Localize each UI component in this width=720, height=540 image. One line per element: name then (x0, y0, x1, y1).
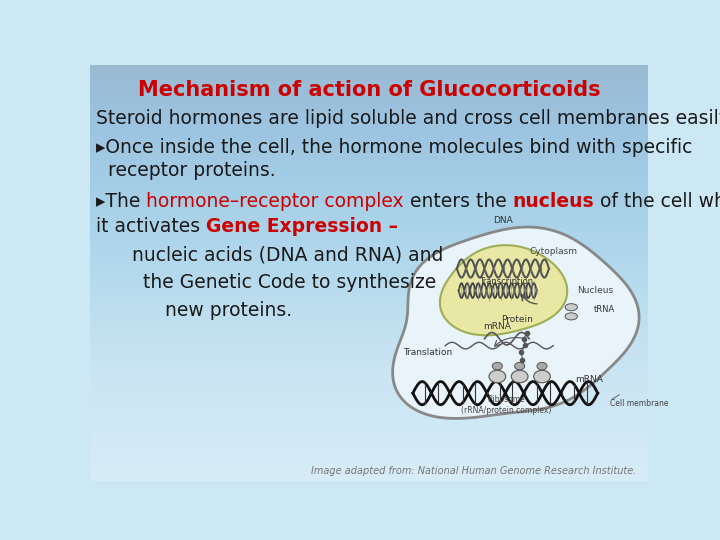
Text: Gene Expression –: Gene Expression – (206, 218, 397, 237)
Text: Image adapted from: National Human Genome Research Institute.: Image adapted from: National Human Genom… (312, 465, 637, 476)
Text: nucleus: nucleus (513, 192, 594, 211)
Text: Translation: Translation (402, 348, 452, 357)
Ellipse shape (492, 362, 503, 370)
Polygon shape (440, 245, 567, 335)
Text: ▸Once inside the cell, the hormone molecules bind with specific: ▸Once inside the cell, the hormone molec… (96, 138, 692, 158)
Text: mRNA: mRNA (483, 322, 511, 332)
Ellipse shape (511, 370, 528, 383)
Polygon shape (392, 227, 639, 418)
Text: Ribosome
(rRNA/protein complex): Ribosome (rRNA/protein complex) (461, 395, 551, 415)
Text: it activates: it activates (96, 218, 206, 237)
Text: mRNA: mRNA (575, 375, 603, 384)
Ellipse shape (489, 370, 505, 383)
Text: tRNA: tRNA (593, 305, 615, 314)
Text: Mechanism of action of Glucocorticoids: Mechanism of action of Glucocorticoids (138, 80, 600, 100)
Ellipse shape (534, 370, 550, 383)
Ellipse shape (565, 303, 577, 310)
Text: Steroid hormones are lipid soluble and cross cell membranes easily.: Steroid hormones are lipid soluble and c… (96, 110, 720, 129)
Text: DNA: DNA (493, 217, 513, 225)
Text: Transcription: Transcription (479, 277, 533, 286)
Text: new proteins.: new proteins. (166, 301, 292, 320)
Text: nucleic acids (DNA and RNA) and: nucleic acids (DNA and RNA) and (132, 246, 444, 265)
Text: Cytoplasm: Cytoplasm (529, 247, 577, 256)
Text: Protein: Protein (501, 315, 533, 325)
Ellipse shape (565, 313, 577, 320)
Text: ▸The: ▸The (96, 192, 146, 211)
Ellipse shape (515, 362, 525, 370)
Text: the Genetic Code to synthesize: the Genetic Code to synthesize (143, 273, 436, 292)
Text: Cell membrane: Cell membrane (610, 399, 668, 408)
Text: hormone–receptor complex: hormone–receptor complex (146, 192, 404, 211)
Text: enters the: enters the (404, 192, 513, 211)
Text: Nucleus: Nucleus (577, 287, 613, 295)
Text: receptor proteins.: receptor proteins. (96, 161, 275, 180)
Ellipse shape (537, 362, 547, 370)
Text: of the cell where: of the cell where (594, 192, 720, 211)
